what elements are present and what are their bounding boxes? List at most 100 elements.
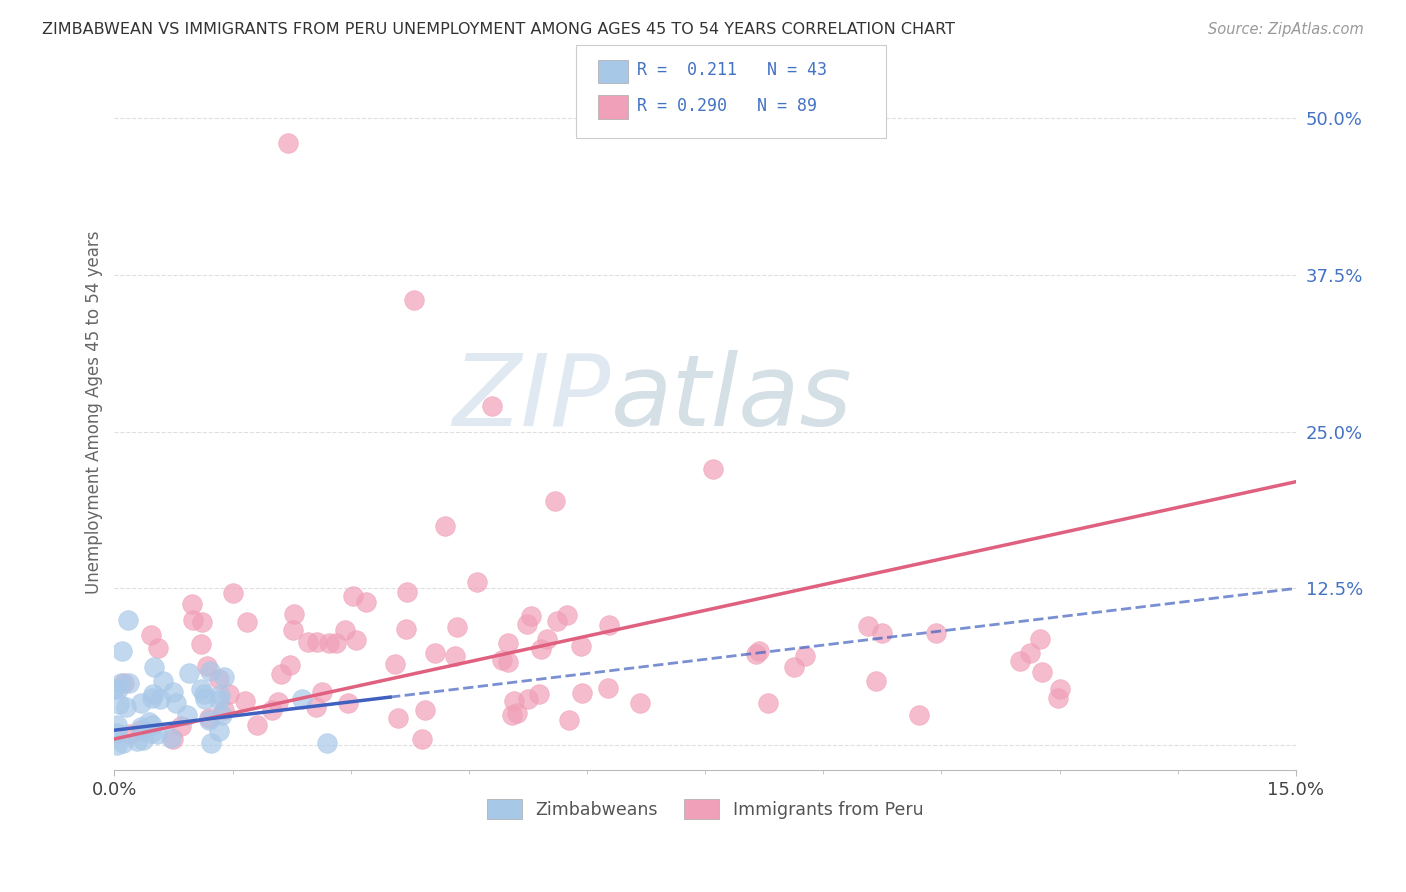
Point [1028, 632, 1050, 646]
Point [132, 733, 155, 747]
Point [315, 736, 337, 750]
Point [208, 672, 231, 686]
Point [527, 687, 550, 701]
Point [745, 647, 768, 661]
Point [181, 597, 204, 611]
Point [212, 670, 235, 684]
Point [434, 518, 457, 533]
Point [222, 586, 245, 600]
Point [598, 681, 620, 695]
Point [162, 731, 184, 746]
Point [325, 636, 347, 650]
Point [291, 692, 314, 706]
Point [530, 641, 553, 656]
Point [503, 694, 526, 708]
Point [558, 713, 581, 727]
Point [1031, 665, 1053, 679]
Point [344, 632, 367, 647]
Point [131, 720, 153, 734]
Point [501, 708, 523, 723]
Point [278, 658, 301, 673]
Point [748, 644, 770, 658]
Point [107, 698, 129, 712]
Point [491, 652, 513, 666]
Point [181, 613, 204, 627]
Point [1049, 681, 1071, 696]
Point [395, 585, 418, 599]
Point [267, 694, 290, 708]
Point [283, 607, 305, 621]
Point [277, 136, 299, 150]
Point [465, 575, 488, 590]
Point [387, 711, 409, 725]
Point [197, 711, 219, 725]
Point [191, 615, 214, 629]
Point [105, 726, 128, 740]
Point [793, 648, 815, 663]
Point [131, 696, 153, 710]
Point [342, 589, 364, 603]
Point [142, 660, 165, 674]
Point [516, 617, 538, 632]
Point [176, 707, 198, 722]
Point [270, 666, 292, 681]
Point [115, 699, 138, 714]
Point [262, 703, 284, 717]
Point [194, 691, 217, 706]
Point [146, 726, 169, 740]
Point [233, 694, 256, 708]
Point [110, 676, 132, 690]
Text: ZIP: ZIP [453, 350, 610, 447]
Point [170, 719, 193, 733]
Point [443, 649, 465, 664]
Point [333, 624, 356, 638]
Point [318, 636, 340, 650]
Point [411, 731, 433, 746]
Point [544, 493, 567, 508]
Point [139, 725, 162, 739]
Point [305, 700, 328, 714]
Point [146, 640, 169, 655]
Point [496, 655, 519, 669]
Point [783, 659, 806, 673]
Point [207, 724, 229, 739]
Point [190, 681, 212, 696]
Point [628, 696, 651, 710]
Point [1047, 691, 1070, 706]
Point [520, 609, 543, 624]
Point [311, 685, 333, 699]
Point [1008, 655, 1031, 669]
Point [103, 681, 125, 696]
Point [297, 634, 319, 648]
Point [141, 628, 163, 642]
Point [107, 738, 129, 752]
Point [394, 622, 416, 636]
Point [127, 734, 149, 748]
Point [246, 718, 269, 732]
Y-axis label: Unemployment Among Ages 45 to 54 years: Unemployment Among Ages 45 to 54 years [86, 231, 103, 594]
Point [149, 691, 172, 706]
Point [702, 462, 724, 476]
Point [117, 676, 139, 690]
Text: R = 0.290   N = 89: R = 0.290 N = 89 [637, 97, 817, 115]
Point [142, 687, 165, 701]
Point [446, 620, 468, 634]
Point [402, 293, 425, 307]
Point [924, 625, 946, 640]
Point [354, 594, 377, 608]
Point [112, 675, 135, 690]
Point [756, 697, 779, 711]
Point [218, 687, 240, 701]
Point [111, 736, 134, 750]
Point [516, 691, 538, 706]
Point [111, 644, 134, 658]
Point [481, 400, 503, 414]
Text: R =  0.211   N = 43: R = 0.211 N = 43 [637, 62, 827, 79]
Point [179, 665, 201, 680]
Point [190, 638, 212, 652]
Point [598, 617, 620, 632]
Point [557, 608, 579, 623]
Point [141, 690, 163, 705]
Point [208, 689, 231, 703]
Legend: Zimbabweans, Immigrants from Peru: Zimbabweans, Immigrants from Peru [479, 792, 931, 826]
